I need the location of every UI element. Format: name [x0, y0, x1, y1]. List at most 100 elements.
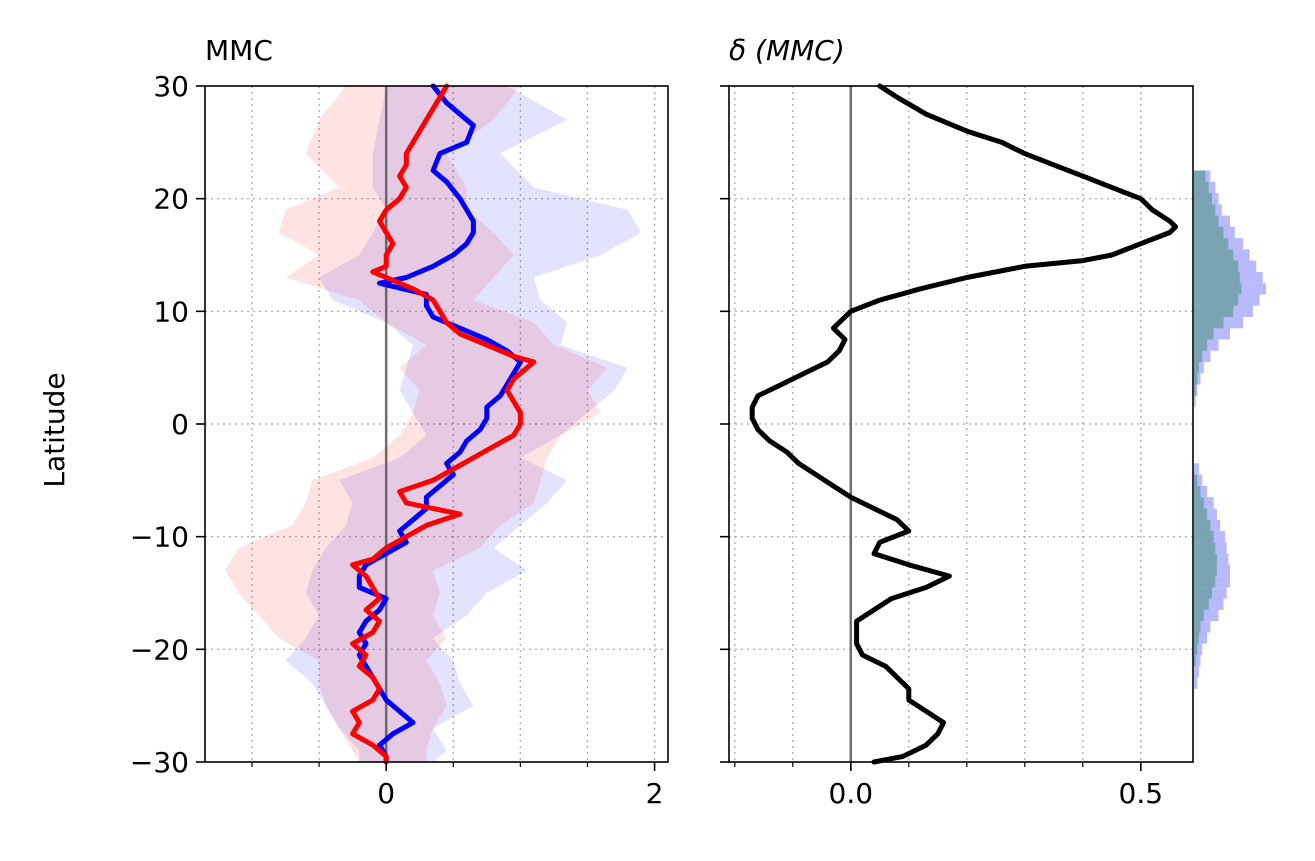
delta-mmc-title: δ (MMC) [729, 34, 845, 67]
histogram-1-bar [1194, 339, 1208, 351]
mmc-y-tick-label: 30 [153, 70, 189, 103]
histogram-1-bar [1194, 576, 1216, 588]
histogram-0-bar [1194, 294, 1260, 306]
histogram-1-bar [1194, 215, 1219, 227]
histogram-1-bar [1194, 193, 1212, 205]
histogram-1-bar [1194, 384, 1196, 396]
histogram-0-bar [1194, 215, 1230, 227]
histogram-0-bar [1194, 373, 1201, 385]
histogram-1-bar [1194, 373, 1198, 385]
histogram-0-bar [1194, 497, 1214, 509]
delta-mmc-y-ticks [720, 85, 729, 763]
mmc-band-1 [225, 86, 608, 762]
histogram-1-bar [1194, 260, 1239, 272]
histogram-1-bar [1194, 271, 1240, 284]
histogram-0-bar [1194, 542, 1227, 554]
mmc-title: MMC [205, 34, 273, 67]
delta-mmc-series-lines [749, 83, 1179, 765]
histogram-0-bar [1194, 181, 1216, 194]
histogram-1-bar [1194, 350, 1203, 363]
mmc-y-ticks: −30 −20 −10 0 10 20 30 [130, 70, 205, 779]
mmc-series-lines [350, 83, 537, 765]
histogram-0-bar [1194, 609, 1219, 622]
y-axis-label: Latitude [38, 372, 71, 487]
histogram-1-bar [1194, 204, 1216, 216]
histogram-0-bar [1194, 486, 1208, 498]
delta-mmc-x-tick-label: 0.0 [829, 777, 874, 810]
histogram-0-bar [1194, 677, 1198, 689]
histogram-1-bar [1194, 598, 1209, 610]
histogram-1-bar [1194, 632, 1199, 644]
histogram-1-bar [1194, 283, 1242, 295]
histogram-0-bar [1194, 531, 1226, 543]
histogram-0-bar [1194, 305, 1253, 317]
histogram-1-bar [1194, 181, 1209, 194]
delta-mmc-panel: 0.0 0.5 δ (MMC) [720, 34, 1266, 810]
histogram-0-bar [1194, 350, 1211, 363]
histogram-0-bar [1194, 474, 1203, 486]
histogram-0-bar [1194, 463, 1199, 475]
histogram-1-bar [1194, 317, 1224, 329]
histogram-1-bar [1194, 655, 1196, 667]
histogram-0-bar [1194, 362, 1204, 374]
delta-mmc-x-ticks: 0.0 0.5 [734, 762, 1164, 810]
histogram-0-bar [1194, 260, 1257, 272]
mmc-x-tick-label: 2 [646, 777, 664, 810]
histogram-1-bar [1194, 564, 1217, 577]
histogram-0-bar [1194, 226, 1235, 239]
histogram-0-bar [1194, 576, 1230, 588]
mmc-y-tick-label: 20 [153, 183, 189, 216]
histogram-0-bar [1194, 621, 1211, 633]
histogram-0-bar [1194, 598, 1224, 610]
histogram-1-bar [1194, 249, 1234, 261]
mmc-series-line-0 [356, 83, 523, 765]
histogram-0-bar [1194, 643, 1203, 655]
mmc-x-tick-label: 0 [377, 777, 395, 810]
mmc-y-tick-label: −10 [130, 521, 189, 554]
histogram-1-bar [1194, 587, 1212, 599]
histogram-0-bar [1194, 655, 1201, 667]
histogram-1-bar [1194, 305, 1234, 317]
histogram-1-bar [1194, 294, 1239, 306]
histogram-0-bar [1194, 317, 1244, 329]
histogram-0-bar [1194, 204, 1222, 216]
delta-mmc-series-line-0 [749, 83, 1179, 765]
histogram-1-bar [1194, 519, 1211, 532]
histogram-1-bar [1194, 226, 1224, 239]
histogram-0-bar [1194, 339, 1219, 351]
histogram-1-bar [1194, 621, 1201, 633]
histogram-0-bar [1194, 666, 1199, 678]
histogram-0-bar [1194, 564, 1230, 577]
histogram-1-bar [1194, 238, 1229, 250]
histogram-0-bar [1194, 587, 1227, 599]
histogram-0-bar [1194, 553, 1229, 565]
histogram-0-bar [1194, 632, 1208, 644]
delta-mmc-x-tick-label: 0.5 [1119, 777, 1164, 810]
histogram-1-bar [1194, 553, 1217, 565]
histogram-0-bar [1194, 238, 1244, 250]
histogram-0-bar [1194, 271, 1263, 284]
mmc-y-tick-label: −30 [130, 746, 189, 779]
histogram-0-bar [1194, 384, 1198, 396]
histogram-1-bar [1194, 328, 1214, 340]
delta-mmc-grid [729, 86, 1193, 762]
mmc-series-line-1 [350, 83, 537, 765]
histogram-1-bar [1194, 643, 1198, 655]
histogram-1-bar [1194, 497, 1204, 509]
histogram-0-bar [1194, 519, 1221, 532]
histogram-0-bar [1194, 508, 1217, 520]
histogram-1-bar [1194, 508, 1208, 520]
histogram-0-bar [1194, 170, 1211, 182]
latitude-histograms [1194, 170, 1266, 689]
histogram-0-bar [1194, 193, 1219, 205]
histogram-1-bar [1194, 531, 1214, 543]
histogram-1-bar [1194, 362, 1199, 374]
mmc-y-tick-label: −20 [130, 633, 189, 666]
delta-mmc-plot-area [729, 86, 1193, 762]
histogram-1-bar [1194, 474, 1198, 486]
histogram-1-bar [1194, 170, 1206, 182]
histogram-1-bar [1194, 486, 1201, 498]
